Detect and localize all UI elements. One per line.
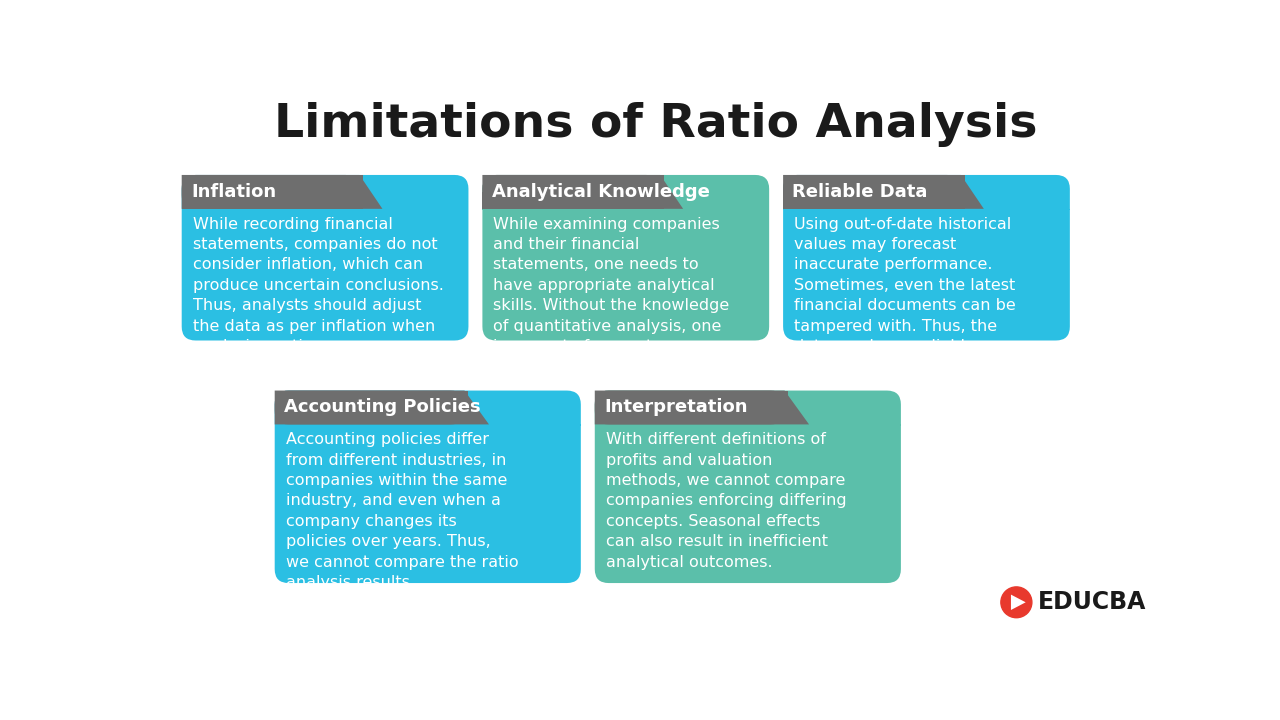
Polygon shape — [1011, 595, 1025, 610]
FancyBboxPatch shape — [595, 390, 785, 424]
Text: EDUCBA: EDUCBA — [1038, 590, 1147, 614]
Text: Limitations of Ratio Analysis: Limitations of Ratio Analysis — [274, 102, 1038, 147]
Polygon shape — [595, 390, 809, 424]
FancyBboxPatch shape — [182, 175, 360, 209]
FancyBboxPatch shape — [595, 390, 901, 583]
Polygon shape — [275, 390, 489, 424]
FancyBboxPatch shape — [483, 175, 660, 209]
Text: Analytical Knowledge: Analytical Knowledge — [492, 183, 709, 201]
Circle shape — [1001, 587, 1032, 618]
Text: Accounting policies differ
from different industries, in
companies within the sa: Accounting policies differ from differen… — [285, 432, 518, 590]
FancyBboxPatch shape — [275, 390, 465, 424]
Text: Reliable Data: Reliable Data — [792, 183, 928, 201]
Bar — [182, 192, 360, 209]
FancyBboxPatch shape — [483, 175, 769, 341]
Polygon shape — [182, 175, 383, 209]
Bar — [483, 192, 660, 209]
Polygon shape — [783, 175, 984, 209]
Bar — [760, 390, 788, 424]
FancyBboxPatch shape — [275, 390, 581, 583]
Text: Interpretation: Interpretation — [604, 398, 748, 416]
Bar — [595, 408, 785, 424]
FancyBboxPatch shape — [182, 175, 468, 341]
Bar — [275, 408, 465, 424]
Bar — [337, 175, 364, 209]
Text: While examining companies
and their financial
statements, one needs to
have appr: While examining companies and their fina… — [493, 217, 730, 354]
Bar — [783, 209, 1070, 210]
Bar — [637, 175, 664, 209]
Text: With different definitions of
profits and valuation
methods, we cannot compare
c: With different definitions of profits an… — [605, 432, 846, 570]
Text: Using out-of-date historical
values may forecast
inaccurate performance.
Sometim: Using out-of-date historical values may … — [794, 217, 1016, 354]
FancyBboxPatch shape — [783, 175, 1070, 341]
Bar — [440, 390, 468, 424]
Text: Inflation: Inflation — [191, 183, 276, 201]
Bar — [595, 424, 901, 426]
Text: While recording financial
statements, companies do not
consider inflation, which: While recording financial statements, co… — [192, 217, 443, 354]
Bar — [938, 175, 965, 209]
Text: Accounting Policies: Accounting Policies — [284, 398, 480, 416]
Polygon shape — [483, 175, 684, 209]
FancyBboxPatch shape — [783, 175, 961, 209]
Bar — [483, 209, 769, 210]
Bar — [275, 424, 581, 426]
Bar — [783, 192, 961, 209]
Bar — [182, 209, 468, 210]
